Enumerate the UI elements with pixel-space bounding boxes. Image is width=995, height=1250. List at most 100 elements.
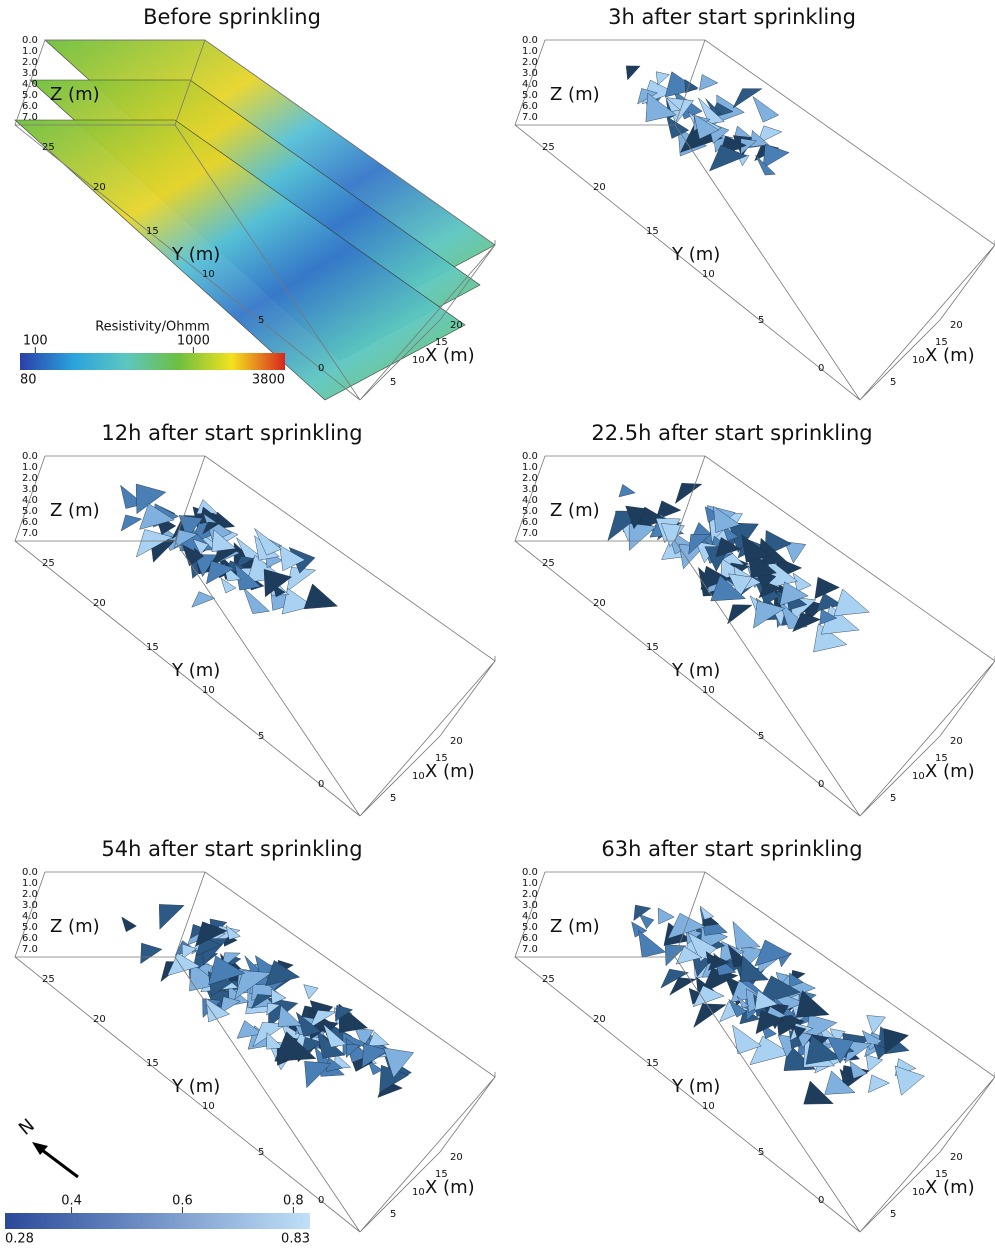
y-tick-label: 20 [93, 598, 106, 609]
z-tick-label: 1.0 [22, 46, 38, 57]
anomaly-facet [834, 589, 869, 616]
z-tick-label: 4.0 [522, 911, 538, 922]
y-tick-label: 0 [818, 779, 824, 790]
z-tick-label: 3.0 [22, 68, 38, 79]
z-axis-label: Z (m) [50, 500, 100, 521]
panel-title: 54h after start sprinkling [101, 837, 362, 861]
anomaly-facet [192, 592, 215, 608]
x-tick-label: 10 [912, 1187, 925, 1198]
z-tick-label: 3.0 [22, 900, 38, 911]
x-tick-label: 5 [390, 377, 396, 388]
y-tick-label: 20 [93, 182, 106, 193]
y-tick-label: 20 [93, 1014, 106, 1025]
z-tick-label: 0.0 [22, 35, 38, 46]
panel-title: 22.5h after start sprinkling [591, 421, 872, 445]
z-tick-label: 7.0 [22, 944, 38, 955]
y-tick-label: 25 [42, 974, 55, 985]
z-tick-label: 2.0 [22, 889, 38, 900]
x-tick-label: 5 [890, 377, 896, 388]
z-tick-label: 7.0 [522, 944, 538, 955]
x-tick-label: 20 [450, 320, 463, 331]
y-tick-label: 15 [646, 226, 659, 237]
panel: 3h after start sprinkling0.01.02.03.04.0… [515, 5, 995, 400]
north-arrow: N [15, 1115, 78, 1177]
x-tick-label: 5 [890, 793, 896, 804]
colorbar-title: Resistivity/Ohmm [95, 320, 210, 335]
panel-title: Before sprinkling [143, 5, 321, 29]
y-axis-label: Y (m) [171, 244, 220, 265]
x-tick-label: 20 [450, 1152, 463, 1163]
anomaly-facet [304, 985, 318, 999]
y-tick-label: 10 [702, 269, 715, 280]
colorbar-tick-label: 0.8 [283, 1194, 304, 1209]
anomaly-facet [159, 904, 184, 929]
z-tick-label: 7.0 [522, 528, 538, 539]
anomaly-facet [699, 74, 717, 90]
z-tick-label: 3.0 [22, 484, 38, 495]
panel: 54h after start sprinkling0.01.02.03.04.… [15, 837, 495, 1232]
y-axis-label: Y (m) [671, 660, 720, 681]
y-tick-label: 0 [318, 363, 324, 374]
anomaly-facet [638, 930, 665, 957]
x-tick-label: 20 [950, 1152, 963, 1163]
y-tick-label: 0 [318, 779, 324, 790]
y-tick-label: 20 [593, 1014, 606, 1025]
colorbar-tick-label: 100 [23, 334, 48, 349]
z-tick-label: 0.0 [522, 867, 538, 878]
z-tick-label: 6.0 [522, 101, 538, 112]
z-tick-label: 1.0 [22, 878, 38, 889]
x-tick-label: 20 [950, 320, 963, 331]
y-tick-label: 5 [758, 731, 764, 742]
anomaly-facet [868, 1075, 889, 1093]
north-label: N [15, 1115, 39, 1140]
panel: 22.5h after start sprinkling0.01.02.03.0… [515, 421, 995, 816]
y-tick-label: 25 [42, 142, 55, 153]
colorbar-gradient [20, 353, 285, 370]
z-tick-label: 6.0 [22, 517, 38, 528]
y-axis-label: Y (m) [171, 1076, 220, 1097]
colorbar-gradient [5, 1213, 310, 1229]
colorbar-tick-label: 0.4 [61, 1194, 82, 1209]
x-axis-label: X (m) [425, 1177, 475, 1198]
x-tick-label: 20 [450, 736, 463, 747]
z-tick-label: 6.0 [522, 517, 538, 528]
y-tick-label: 10 [702, 1101, 715, 1112]
panel-title: 12h after start sprinkling [101, 421, 362, 445]
z-tick-label: 6.0 [522, 933, 538, 944]
z-tick-label: 2.0 [522, 889, 538, 900]
z-tick-label: 2.0 [522, 473, 538, 484]
z-tick-label: 4.0 [522, 495, 538, 506]
z-tick-label: 0.0 [22, 451, 38, 462]
y-tick-label: 10 [702, 685, 715, 696]
z-tick-label: 2.0 [22, 57, 38, 68]
y-tick-label: 15 [646, 1058, 659, 1069]
y-tick-label: 5 [758, 315, 764, 326]
anomaly-facet [728, 605, 752, 624]
z-tick-label: 1.0 [522, 46, 538, 57]
y-tick-label: 5 [758, 1147, 764, 1158]
x-axis-label: X (m) [925, 345, 975, 366]
anomaly-facet [639, 914, 653, 928]
y-axis-label: Y (m) [171, 660, 220, 681]
x-tick-label: 5 [390, 1209, 396, 1220]
z-tick-label: 4.0 [22, 911, 38, 922]
x-axis-label: X (m) [925, 1177, 975, 1198]
y-tick-label: 25 [542, 558, 555, 569]
z-tick-label: 7.0 [22, 528, 38, 539]
colorbar-min: 0.28 [5, 1232, 34, 1247]
z-tick-label: 6.0 [22, 101, 38, 112]
anomaly-facet [626, 66, 640, 80]
y-tick-label: 0 [818, 363, 824, 374]
anomaly-facet [656, 72, 669, 85]
anomaly-facet [658, 908, 674, 924]
y-tick-label: 20 [593, 598, 606, 609]
z-tick-label: 5.0 [522, 506, 538, 517]
z-tick-label: 3.0 [522, 484, 538, 495]
z-tick-label: 5.0 [522, 90, 538, 101]
y-tick-label: 25 [542, 974, 555, 985]
z-tick-label: 4.0 [22, 79, 38, 90]
z-tick-label: 2.0 [22, 473, 38, 484]
z-axis-label: Z (m) [550, 916, 600, 937]
colorbar-max: 0.83 [281, 1232, 310, 1247]
